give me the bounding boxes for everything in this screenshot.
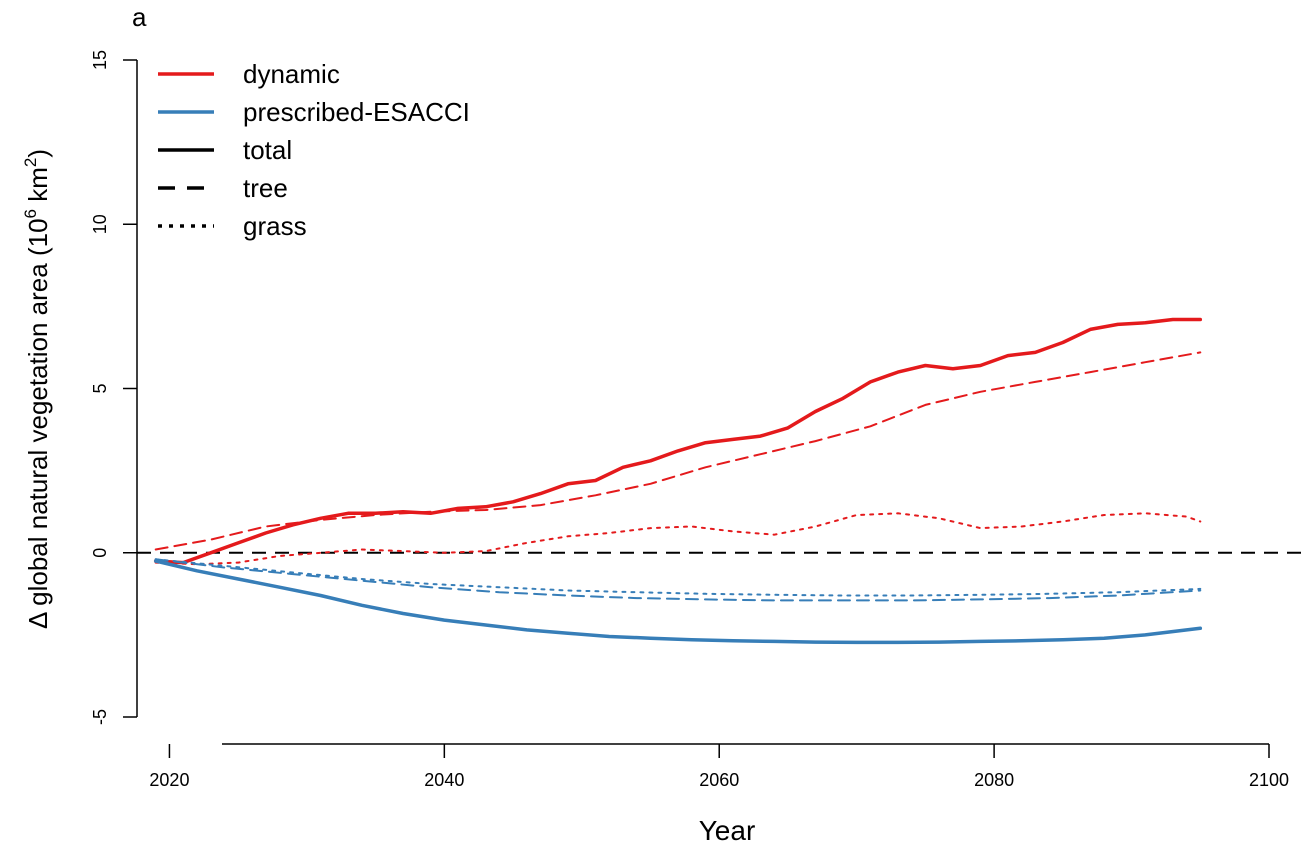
y-tick-label: -5 [90, 709, 110, 725]
series-prescribed-ESACCI-grass [154, 558, 1202, 597]
panel-label: a [132, 2, 147, 32]
series-prescribed-ESACCI-total [153, 559, 1203, 645]
x-tick-label: 2040 [424, 770, 464, 790]
y-axis-label-close: ) [23, 149, 53, 158]
y-axis-label-unit: km [23, 167, 53, 209]
series-dynamic-total [153, 317, 1203, 565]
legend-label-prescribed-ESACCI: prescribed-ESACCI [243, 97, 470, 127]
x-tick-label: 2080 [974, 770, 1014, 790]
y-tick-label: 5 [90, 383, 110, 393]
x-tick-label: 2060 [699, 770, 739, 790]
y-axis-label-sup: 6 [21, 209, 40, 218]
x-tick-label: 2100 [1249, 770, 1289, 790]
y-axis-label-main: Δ global natural vegetation area (10 [23, 218, 53, 629]
y-tick-label: 10 [90, 214, 110, 234]
legend-label-grass: grass [243, 211, 307, 241]
y-axis-label: Δ global natural vegetation area (106 km… [21, 149, 53, 629]
legend-label-dynamic: dynamic [243, 59, 340, 89]
x-tick-label: 2020 [149, 770, 189, 790]
series-prescribed-ESACCI-tree [154, 558, 1202, 602]
y-ticks: -5 0 5 10 15 [90, 50, 137, 725]
y-tick-label: 0 [90, 548, 110, 558]
x-axis-label: Year [699, 815, 756, 845]
y-tick-label: 15 [90, 50, 110, 70]
y-axis-label-sup2: 2 [21, 158, 40, 167]
legend: dynamic prescribed-ESACCI total tree grass [158, 59, 470, 241]
legend-label-total: total [243, 135, 292, 165]
x-ticks: 2020 2040 2060 2080 2100 [149, 744, 1289, 790]
series-layer [153, 317, 1203, 645]
series-dynamic-grass [154, 512, 1202, 566]
legend-label-tree: tree [243, 173, 288, 203]
series-dynamic-tree [154, 351, 1202, 551]
